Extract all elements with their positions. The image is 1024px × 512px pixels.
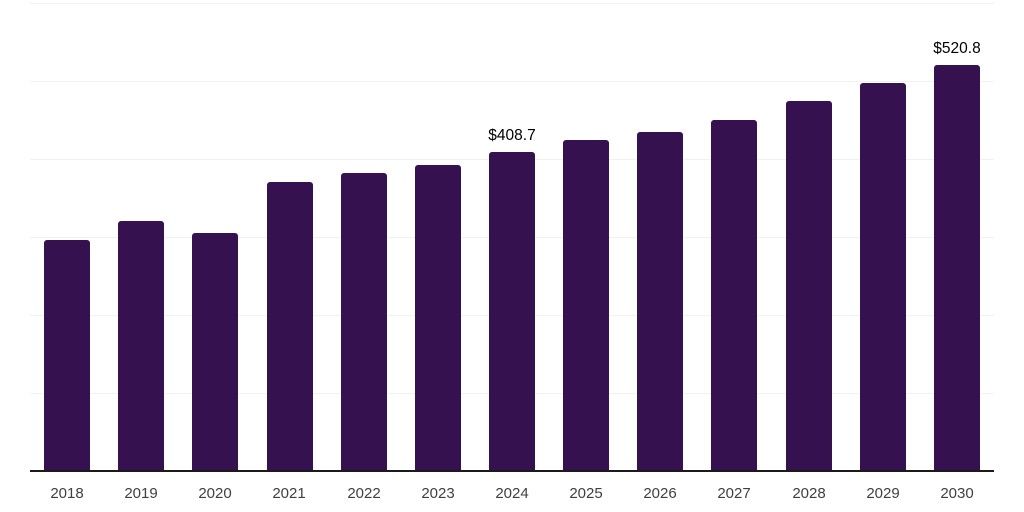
x-tick-label-2030: 2030 xyxy=(940,485,974,502)
gridline-600 xyxy=(30,3,994,4)
value-label-2024: $408.7 xyxy=(488,127,536,144)
x-tick-label-2020: 2020 xyxy=(198,485,232,502)
x-tick-label-2028: 2028 xyxy=(792,485,826,502)
x-tick-label-2018: 2018 xyxy=(50,485,84,502)
bar-2022 xyxy=(341,173,387,471)
x-tick-label-2019: 2019 xyxy=(124,485,158,502)
bar-2026 xyxy=(637,132,683,471)
x-tick-label-2029: 2029 xyxy=(866,485,900,502)
bar-2020 xyxy=(192,233,238,471)
bar-2029 xyxy=(860,83,906,471)
bar-2018 xyxy=(44,240,90,471)
gridline-500 xyxy=(30,81,994,82)
x-tick-label-2022: 2022 xyxy=(347,485,381,502)
value-label-2030: $520.8 xyxy=(933,40,981,57)
x-tick-label-2023: 2023 xyxy=(421,485,455,502)
x-axis-line xyxy=(30,470,994,472)
bar-2025 xyxy=(563,140,609,471)
x-tick-label-2021: 2021 xyxy=(272,485,306,502)
bar-2028 xyxy=(786,101,832,471)
x-tick-label-2024: 2024 xyxy=(495,485,529,502)
bar-2019 xyxy=(118,221,164,471)
bar-2024 xyxy=(489,152,535,471)
x-tick-label-2025: 2025 xyxy=(569,485,603,502)
bar-2023 xyxy=(415,165,461,471)
x-tick-label-2026: 2026 xyxy=(643,485,677,502)
bar-2021 xyxy=(267,182,313,471)
x-tick-label-2027: 2027 xyxy=(717,485,751,502)
bar-2027 xyxy=(711,120,757,471)
bar-2030 xyxy=(934,65,980,471)
